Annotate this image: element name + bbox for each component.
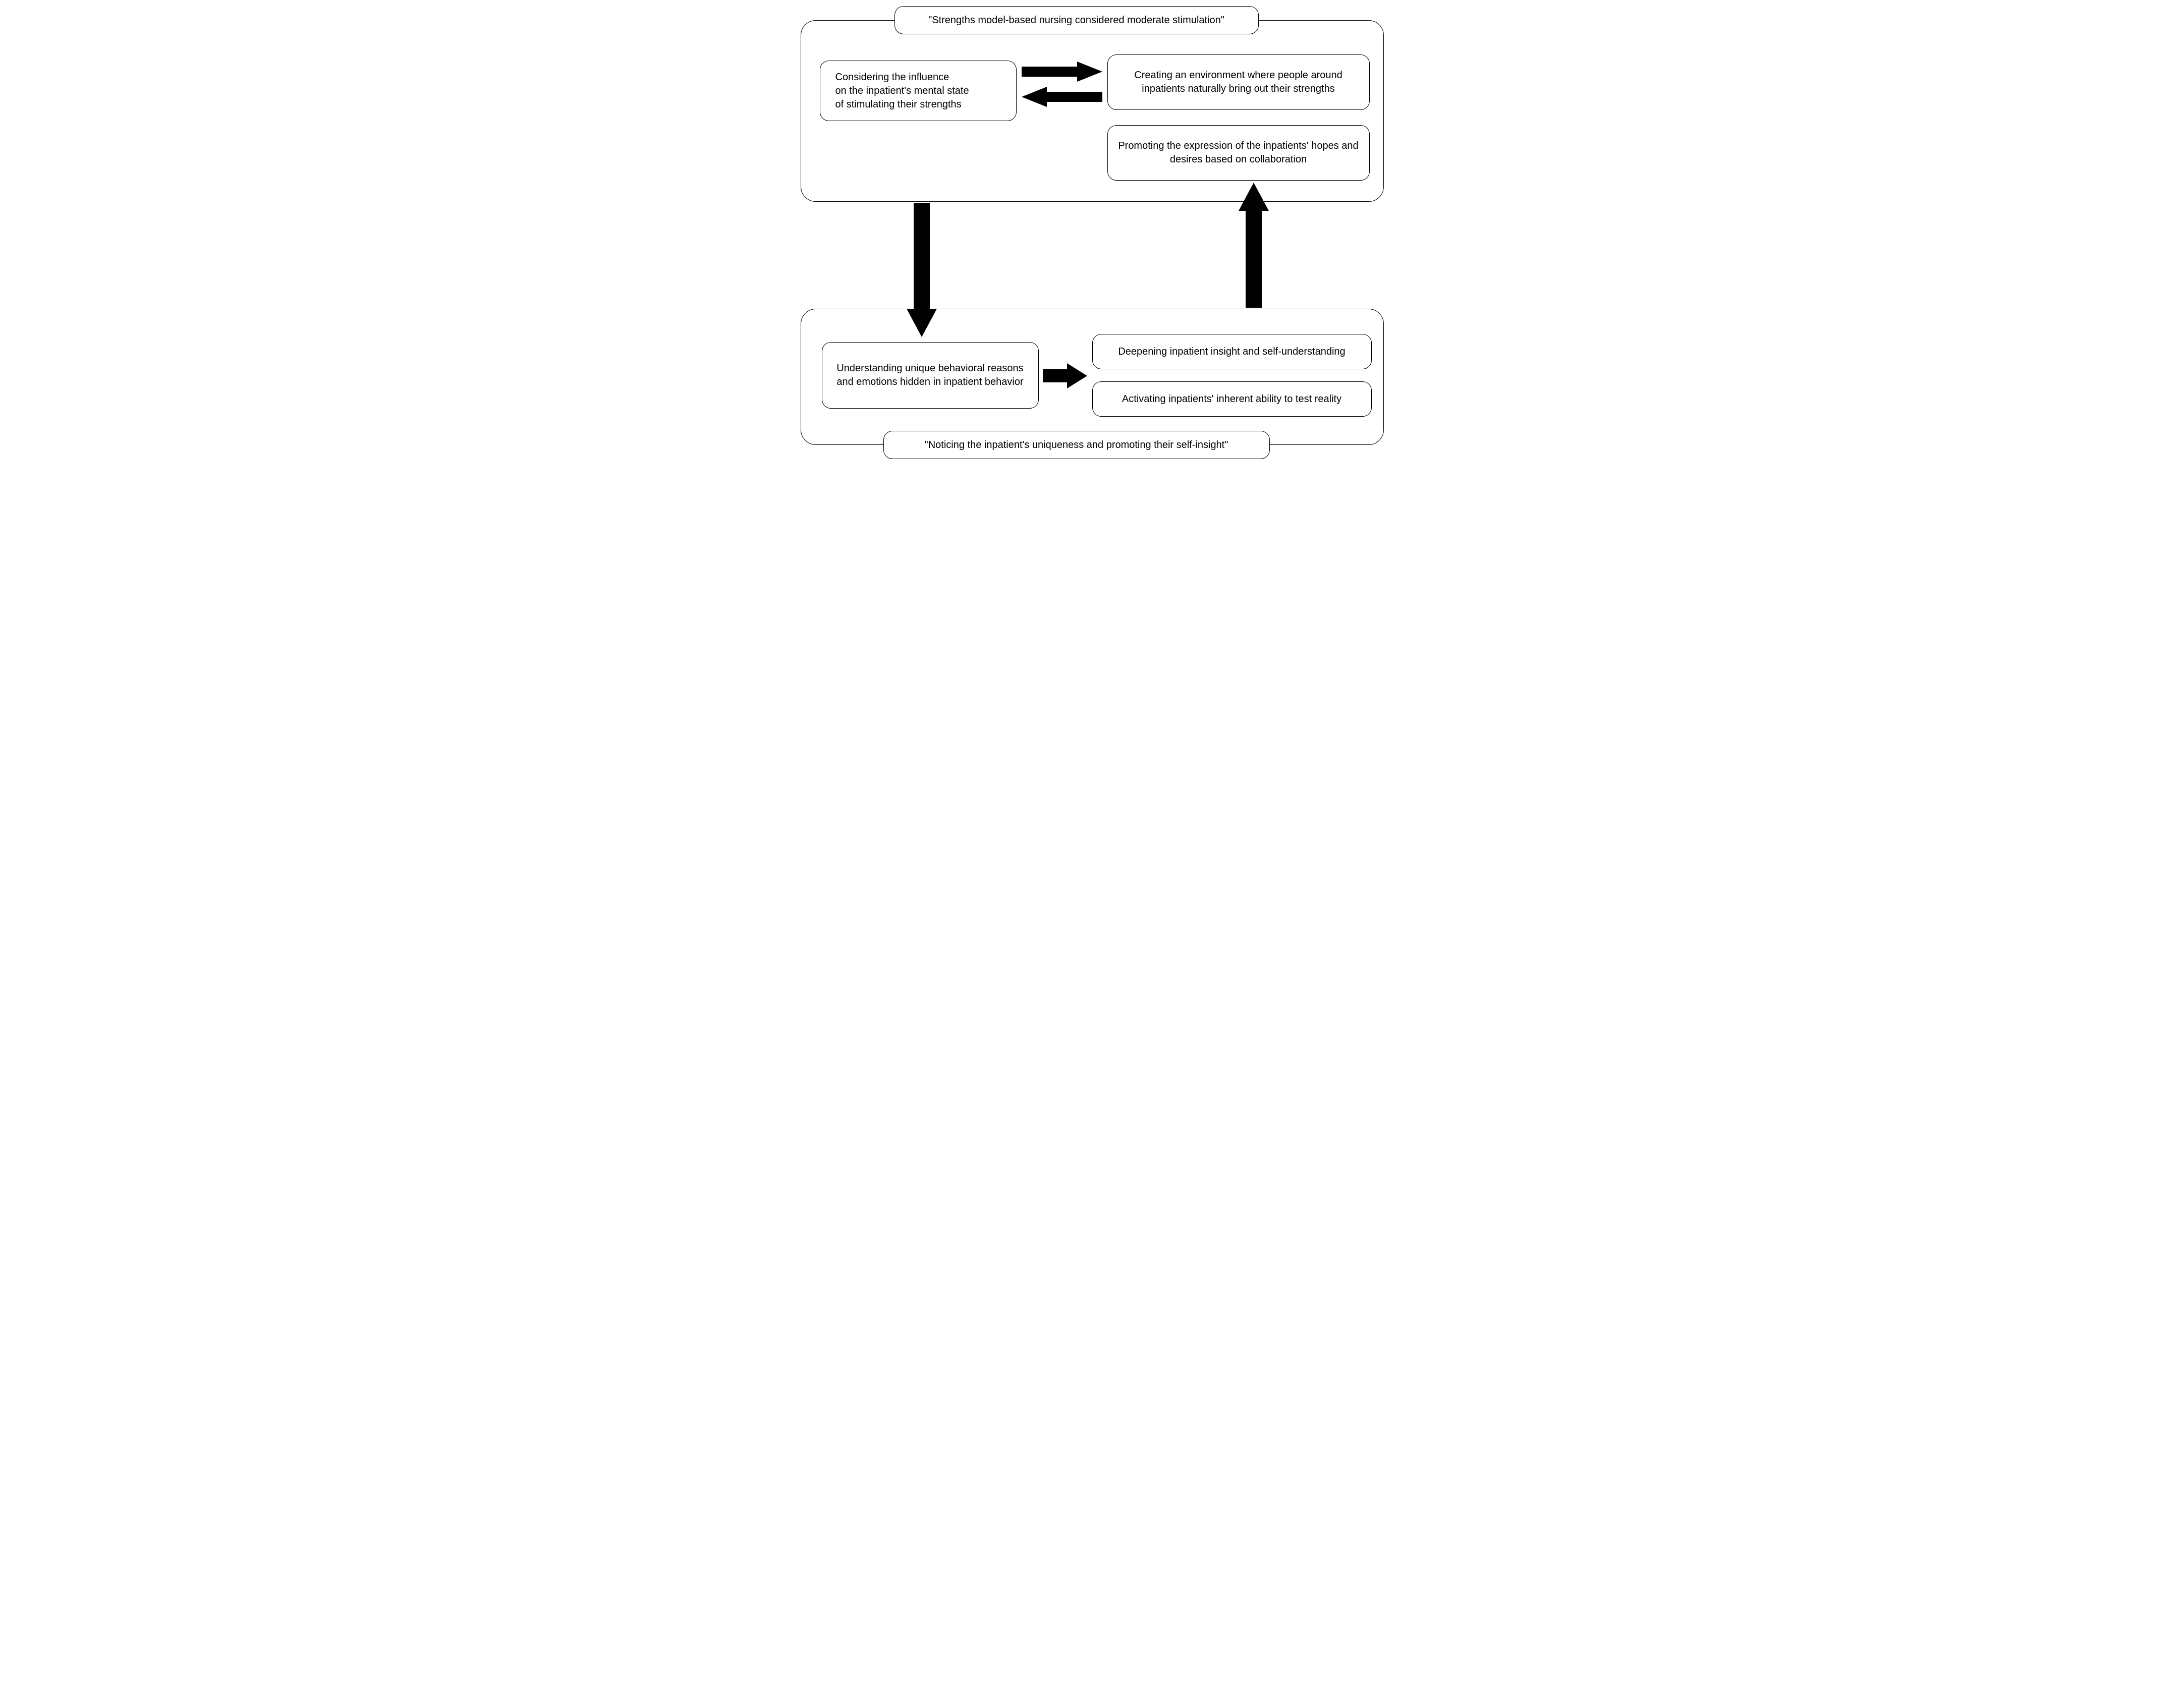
node-understanding-behavior: Understanding unique behavioral reasons … bbox=[822, 342, 1039, 409]
node-activating-ability: Activating inpatients' inherent ability … bbox=[1092, 381, 1372, 417]
top-title-box: "Strengths model-based nursing considere… bbox=[894, 6, 1259, 34]
node-promoting-expression-text: Promoting the expression of the inpatien… bbox=[1118, 139, 1359, 166]
node-creating-environment: Creating an environment where people aro… bbox=[1107, 54, 1370, 110]
node-considering-influence-text: Considering the influence on the inpatie… bbox=[835, 71, 969, 111]
node-deepening-insight: Deepening inpatient insight and self-und… bbox=[1092, 334, 1372, 369]
arrow-top-right bbox=[1022, 62, 1102, 82]
arrow-mid-right bbox=[1043, 363, 1087, 388]
arrow-top-left bbox=[1022, 87, 1102, 107]
node-understanding-behavior-text: Understanding unique behavioral reasons … bbox=[832, 362, 1028, 389]
bottom-title-text: "Noticing the inpatient's uniqueness and… bbox=[925, 438, 1228, 452]
diagram-canvas: "Strengths model-based nursing considere… bbox=[790, 0, 1395, 470]
arrow-up-right bbox=[1239, 183, 1269, 308]
node-activating-ability-text: Activating inpatients' inherent ability … bbox=[1122, 392, 1341, 406]
node-considering-influence: Considering the influence on the inpatie… bbox=[820, 61, 1017, 121]
node-deepening-insight-text: Deepening inpatient insight and self-und… bbox=[1118, 345, 1345, 359]
top-title-text: "Strengths model-based nursing considere… bbox=[928, 14, 1224, 27]
arrow-down-left bbox=[907, 203, 937, 337]
bottom-title-box: "Noticing the inpatient's uniqueness and… bbox=[883, 431, 1270, 459]
node-promoting-expression: Promoting the expression of the inpatien… bbox=[1107, 125, 1370, 181]
node-creating-environment-text: Creating an environment where people aro… bbox=[1118, 69, 1359, 96]
